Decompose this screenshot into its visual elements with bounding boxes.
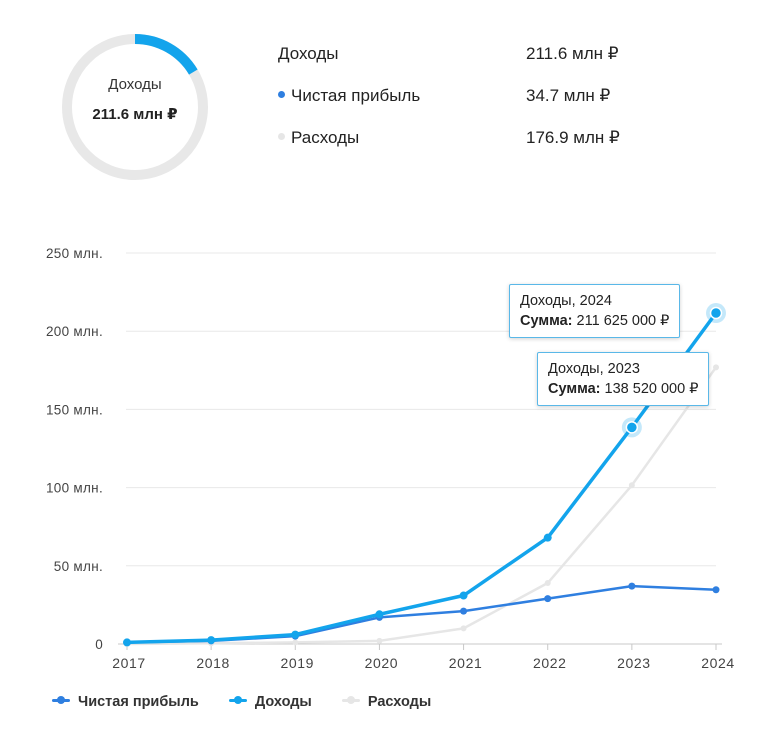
y-tick-label: 250 млн. [46,246,103,261]
tooltip-sum: Сумма: 211 625 000 ₽ [520,313,670,329]
tooltip-income-2023: Доходы, 2023 Сумма: 138 520 000 ₽ [537,352,710,406]
highlight-point[interactable] [625,421,639,434]
x-tick-label: 2021 [449,655,483,671]
series-line-expenses [125,366,718,646]
summary-value: 34.7 млн ₽ [526,86,611,105]
data-point-expenses[interactable] [713,364,719,371]
data-point-income[interactable] [123,638,131,647]
legend-item-expenses[interactable]: Расходы [341,694,431,710]
income-donut: Доходы 211.6 млн ₽ [60,32,210,182]
summary-label: Доходы [278,44,339,63]
x-tick-label: 2019 [281,655,315,671]
y-tick-label: 150 млн. [46,402,103,417]
data-point-profit[interactable] [544,595,552,603]
x-tick-label: 2018 [196,655,230,671]
data-point-expenses[interactable] [628,482,635,489]
data-point-income[interactable] [543,533,552,542]
donut-income-arc [134,34,198,75]
summary-value: 211.6 млн ₽ [526,44,619,63]
tooltip-heading: Доходы, 2023 [548,361,640,377]
x-tick-label: 2022 [533,655,567,671]
tooltip-sum: Сумма: 138 520 000 ₽ [548,381,699,397]
x-tick-label: 2023 [617,655,651,671]
chart-legend: Чистая прибыль Доходы Расходы [52,694,457,710]
series-line-income [125,311,718,645]
x-tick-label: 2020 [365,655,399,671]
donut-title: Доходы [108,76,162,93]
data-point-expenses[interactable] [460,625,467,632]
donut-chart [62,34,208,180]
donut-value: 211.6 млн ₽ [92,106,178,123]
summary-list: Доходы 211.6 млн ₽ Чистая прибыль 34.7 м… [278,40,658,166]
summary-row-expenses: Расходы 176.9 млн ₽ [278,124,658,166]
x-tick-label: 2017 [112,655,146,671]
summary-row-income: Доходы 211.6 млн ₽ [278,40,658,82]
highlight-point[interactable] [709,306,723,320]
y-tick-label: 50 млн. [54,559,103,574]
line-chart: 0 50 млн. 100 млн. 150 млн. 200 млн. 250 млн.… [46,246,735,671]
legend-marker-icon [341,696,360,705]
data-point-income[interactable] [459,591,468,600]
profit-dot-icon [278,91,285,99]
data-point-income[interactable] [207,636,216,645]
data-point-expenses[interactable] [376,637,383,644]
x-tick-label: 2024 [701,655,735,671]
legend-marker-icon [228,696,247,705]
y-tick-label: 200 млн. [46,324,103,339]
summary-value: 176.9 млн ₽ [526,128,620,147]
legend-item-profit[interactable]: Чистая прибыль [52,694,199,710]
data-point-expenses[interactable] [292,639,299,646]
expenses-dot-icon [278,133,285,141]
data-point-profit[interactable] [628,582,636,590]
tooltip-heading: Доходы, 2024 [520,293,612,309]
data-point-profit[interactable] [460,607,468,615]
legend-item-income[interactable]: Доходы [228,694,312,710]
data-point-income[interactable] [291,630,300,639]
data-point-profit[interactable] [712,586,720,594]
y-tick-label: 100 млн. [46,481,103,496]
summary-row-profit: Чистая прибыль 34.7 млн ₽ [278,82,658,124]
data-point-expenses[interactable] [544,580,551,587]
summary-label: Чистая прибыль [278,86,420,106]
y-tick-label: 0 [95,637,103,652]
tooltip-income-2024: Доходы, 2024 Сумма: 211 625 000 ₽ [509,284,681,338]
legend-marker-icon [52,696,70,705]
data-point-income[interactable] [375,610,384,619]
summary-label: Расходы [278,128,359,148]
